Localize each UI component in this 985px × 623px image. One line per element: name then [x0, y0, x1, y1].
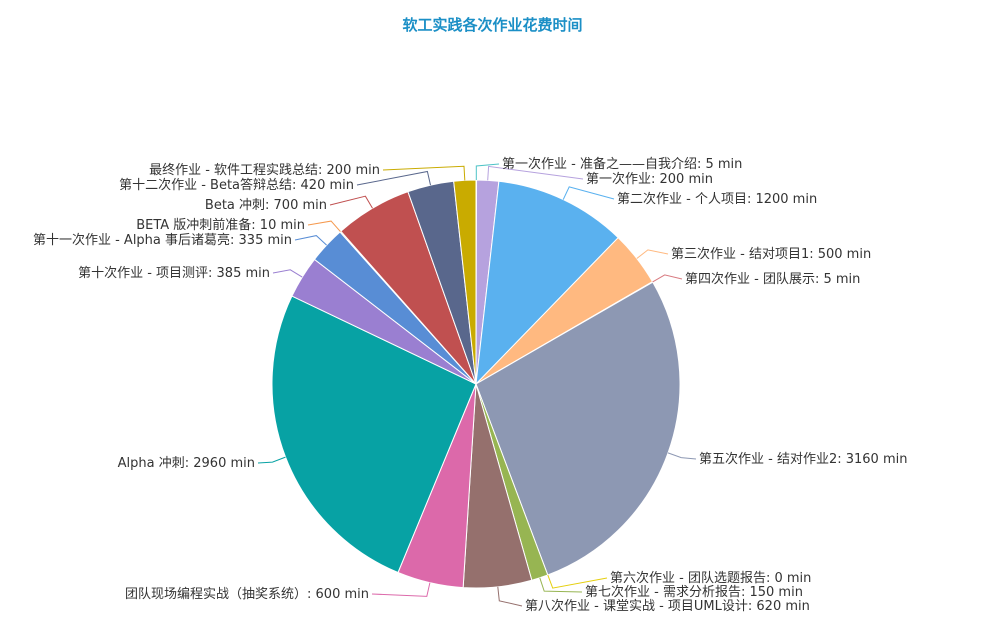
leader-line	[547, 574, 608, 589]
slice-label: BETA 版冲刺前准备: 10 min	[136, 217, 305, 233]
slice-label: 第三次作业 - 结对项目1: 500 min	[671, 246, 871, 262]
slice-label: 第六次作业 - 团队选题报告: 0 min	[610, 570, 811, 586]
leader-line	[487, 165, 584, 181]
leader-line	[562, 186, 615, 200]
leader-line	[257, 456, 286, 464]
slice-label: 第八次作业 - 课堂实战 - 项目UML设计: 620 min	[525, 598, 810, 614]
slice-label: 第七次作业 - 需求分析报告: 150 min	[585, 584, 803, 600]
leader-line	[294, 235, 327, 246]
slice-label: 第十一次作业 - Alpha 事后诸葛亮: 335 min	[33, 232, 292, 248]
leader-line	[497, 586, 523, 607]
leader-line	[475, 163, 500, 180]
leader-line	[356, 170, 431, 186]
chart-title: 软工实践各次作业花费时间	[402, 16, 583, 34]
slice-label: 第十二次作业 - Beta答辩总结: 420 min	[119, 177, 354, 193]
slice-label: 第一次作业: 200 min	[586, 171, 713, 187]
slice-label: 第五次作业 - 结对作业2: 3160 min	[699, 451, 907, 467]
leader-line	[307, 220, 341, 232]
leader-line	[272, 269, 303, 278]
slice-label: 第四次作业 - 团队展示: 5 min	[685, 271, 860, 287]
leader-lines	[257, 163, 697, 607]
slice-label: 团队现场编程实战（抽奖系统）: 600 min	[125, 587, 369, 602]
leader-line	[382, 165, 466, 181]
leader-line	[539, 577, 583, 593]
leader-line	[652, 274, 683, 283]
pie-slices	[271, 179, 681, 589]
slice-label: 第二次作业 - 个人项目: 1200 min	[617, 191, 817, 207]
slice-label: Beta 冲刺: 700 min	[205, 198, 327, 213]
leader-line	[667, 452, 697, 460]
slice-label: 第十次作业 - 项目测评: 385 min	[78, 265, 270, 281]
slice-label: 最终作业 - 软件工程实践总结: 200 min	[149, 162, 380, 178]
slice-label: 第一次作业 - 准备之——自我介绍: 5 min	[502, 156, 742, 172]
leader-line	[636, 249, 669, 259]
leader-line	[329, 195, 373, 209]
leader-line	[371, 582, 431, 597]
pie-slice[interactable]	[271, 295, 477, 574]
slice-label: Alpha 冲刺: 2960 min	[118, 456, 255, 471]
